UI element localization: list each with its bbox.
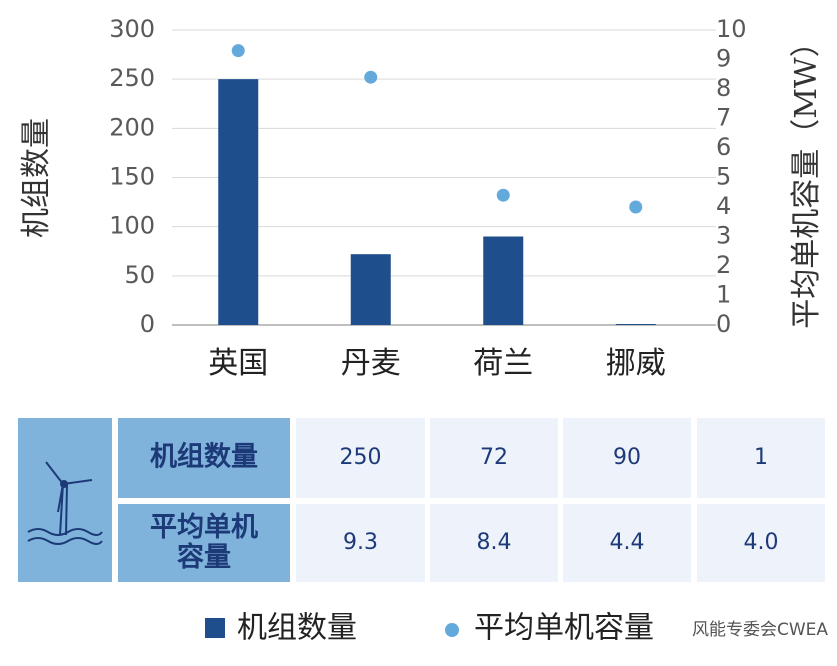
x-tick-label: 丹麦 — [341, 346, 401, 381]
y2-tick-label: 2 — [716, 251, 731, 279]
x-tick-label: 荷兰 — [473, 346, 533, 381]
row-header-cell — [118, 418, 290, 498]
bar — [218, 79, 259, 326]
y2-tick-label: 5 — [716, 163, 731, 191]
y2-tick-label: 6 — [716, 133, 731, 161]
y-tick-label: 300 — [109, 15, 155, 43]
table-value: 90 — [613, 445, 641, 470]
y2-tick-label: 8 — [716, 74, 731, 102]
y-tick-label: 200 — [109, 113, 155, 141]
y2-tick-label: 1 — [716, 281, 731, 309]
table-value: 1 — [754, 445, 768, 470]
turbine-icon — [27, 461, 103, 545]
table-cell — [697, 504, 825, 582]
y-tick-label: 150 — [109, 163, 155, 191]
dot — [629, 200, 643, 214]
y-tick-label: 100 — [109, 212, 155, 240]
dot — [364, 70, 378, 84]
x-tick-label: 挪威 — [606, 346, 666, 381]
dot — [231, 44, 245, 58]
y2-tick-label: 4 — [716, 192, 731, 220]
legend-label: 机组数量 — [237, 611, 357, 646]
y-tick-label: 0 — [140, 310, 155, 338]
y2-tick-label: 9 — [716, 45, 731, 73]
y-tick-label: 50 — [124, 261, 155, 289]
bar — [350, 254, 391, 325]
table-value: 4.0 — [744, 530, 779, 555]
row-header-cell — [118, 504, 290, 582]
icon-cell — [18, 418, 112, 582]
table-cell — [296, 418, 425, 498]
table-value: 8.4 — [477, 530, 512, 555]
table-cell — [563, 504, 691, 582]
table-cell — [563, 418, 691, 498]
y2-tick-label: 0 — [716, 310, 731, 338]
legend-label: 平均单机容量 — [474, 611, 654, 646]
dot — [496, 188, 510, 202]
table-value: 72 — [480, 445, 508, 470]
x-tick-label: 英国 — [208, 346, 268, 381]
table-value: 4.4 — [610, 530, 645, 555]
row-header: 机组数量 — [150, 441, 258, 473]
legend-swatch — [445, 623, 459, 637]
bar — [483, 236, 524, 325]
y2-axis-label: 平均单机容量（MW） — [789, 27, 824, 329]
y2-tick-label: 7 — [716, 104, 731, 132]
bar — [615, 324, 656, 325]
y2-tick-label: 10 — [716, 15, 747, 43]
y-axis-label: 机组数量 — [19, 118, 54, 238]
table-cell — [296, 504, 425, 582]
y-tick-label: 250 — [109, 64, 155, 92]
table-value: 9.3 — [343, 530, 378, 555]
table-value: 250 — [340, 445, 382, 470]
y2-tick-label: 3 — [716, 222, 731, 250]
table-cell — [430, 418, 558, 498]
row-header: 平均单机容量 — [150, 512, 258, 573]
table-cell — [430, 504, 558, 582]
table-cell — [697, 418, 825, 498]
watermark: 风能专委会CWEA — [692, 620, 828, 640]
legend-swatch — [205, 618, 225, 638]
